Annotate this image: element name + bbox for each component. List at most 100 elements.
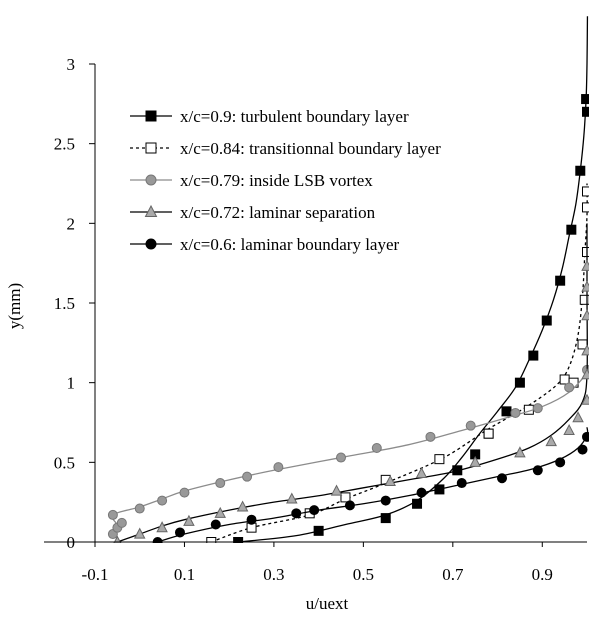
series-line xyxy=(117,223,588,543)
data-point xyxy=(183,514,195,526)
series-4 xyxy=(113,223,589,543)
data-point xyxy=(412,498,423,509)
x-tick-label: 0.1 xyxy=(174,565,195,584)
data-point xyxy=(116,517,127,528)
data-point xyxy=(273,462,284,473)
data-point xyxy=(465,420,476,431)
data-point xyxy=(501,406,512,417)
data-point xyxy=(532,403,543,414)
legend-label: x/c=0.9: turbulent boundary layer xyxy=(180,107,409,126)
data-point xyxy=(236,500,249,512)
data-point xyxy=(215,478,226,489)
legend-entry: x/c=0.9: turbulent boundary layer xyxy=(130,107,409,126)
data-point xyxy=(469,455,481,467)
data-point xyxy=(579,294,589,305)
data-point xyxy=(581,94,589,105)
data-point xyxy=(336,452,346,463)
data-point xyxy=(179,487,190,498)
data-point xyxy=(582,431,589,442)
data-point xyxy=(242,471,253,482)
legend-label: x/c=0.6: laminar boundary layer xyxy=(180,235,400,254)
data-point xyxy=(133,527,146,539)
data-point xyxy=(541,315,552,326)
legend-label: x/c=0.79: inside LSB vortex xyxy=(180,171,373,190)
data-point xyxy=(581,259,589,271)
data-point xyxy=(497,473,508,484)
data-point xyxy=(566,224,577,235)
data-point xyxy=(330,484,343,496)
data-point xyxy=(582,202,589,213)
data-point xyxy=(456,478,467,489)
x-tick-label: 0.3 xyxy=(263,565,284,584)
data-point xyxy=(575,165,586,176)
y-tick-label: 2 xyxy=(67,214,76,233)
data-point xyxy=(577,444,588,455)
y-tick-label: 1.5 xyxy=(54,294,75,313)
x-tick-label: 0.7 xyxy=(442,565,464,584)
series-line xyxy=(107,372,588,535)
data-point xyxy=(145,174,157,186)
data-point xyxy=(545,435,557,447)
data-point xyxy=(156,521,168,533)
data-point xyxy=(384,474,396,487)
data-point xyxy=(107,509,118,520)
data-point xyxy=(214,506,227,518)
plot-area xyxy=(107,16,589,543)
data-point xyxy=(380,513,391,524)
series-line xyxy=(238,16,589,543)
data-point xyxy=(416,487,427,498)
data-point xyxy=(210,519,221,530)
data-point xyxy=(528,350,539,361)
data-point xyxy=(582,106,589,117)
data-point xyxy=(483,428,494,439)
data-point xyxy=(134,503,145,514)
y-tick-label: 2.5 xyxy=(54,135,75,154)
data-point xyxy=(313,525,324,536)
data-point xyxy=(581,393,589,405)
data-point xyxy=(291,508,302,519)
x-tick-label: 0.5 xyxy=(353,565,374,584)
data-point xyxy=(144,204,158,217)
series-3 xyxy=(107,364,589,540)
data-point xyxy=(113,535,122,543)
data-point xyxy=(564,382,575,393)
legend-entry: x/c=0.72: laminar separation xyxy=(130,203,376,222)
x-tick-label: -0.1 xyxy=(82,565,109,584)
legend-entry: x/c=0.79: inside LSB vortex xyxy=(130,171,373,190)
data-point xyxy=(309,505,320,516)
data-point xyxy=(145,142,157,154)
data-point xyxy=(510,407,521,418)
series-5 xyxy=(152,427,589,543)
data-point xyxy=(514,377,525,388)
data-point xyxy=(371,442,382,453)
data-point xyxy=(581,368,589,380)
data-point xyxy=(555,275,566,286)
data-point xyxy=(532,465,543,476)
y-tick-label: 3 xyxy=(67,55,76,74)
y-tick-label: 0.5 xyxy=(54,453,75,472)
legend-entry: x/c=0.6: laminar boundary layer xyxy=(130,235,400,254)
legend-entry: x/c=0.84: transitionnal boundary layer xyxy=(130,139,441,158)
data-point xyxy=(434,454,445,465)
legend-label: x/c=0.72: laminar separation xyxy=(180,203,376,222)
data-point xyxy=(415,467,428,479)
data-point xyxy=(555,457,566,468)
legend: x/c=0.9: turbulent boundary layer x/c=0.8… xyxy=(130,107,441,254)
data-point xyxy=(145,110,157,122)
data-point xyxy=(425,431,436,442)
data-point xyxy=(563,423,575,436)
data-point xyxy=(582,247,589,258)
data-point xyxy=(582,186,589,197)
y-axis-title: y(mm) xyxy=(5,283,24,329)
y-tick-label: 1 xyxy=(67,374,76,393)
data-point xyxy=(246,514,257,525)
x-tick-label: 0.9 xyxy=(532,565,553,584)
data-point xyxy=(581,344,589,356)
x-axis-title: u/uext xyxy=(306,594,349,613)
data-point xyxy=(581,309,589,321)
data-point xyxy=(581,280,589,292)
legend-label: x/c=0.84: transitionnal boundary layer xyxy=(180,139,441,158)
data-point xyxy=(572,411,584,423)
y-axis: 0 0.5 1 1.5 2 2.5 3 xyxy=(54,55,96,552)
